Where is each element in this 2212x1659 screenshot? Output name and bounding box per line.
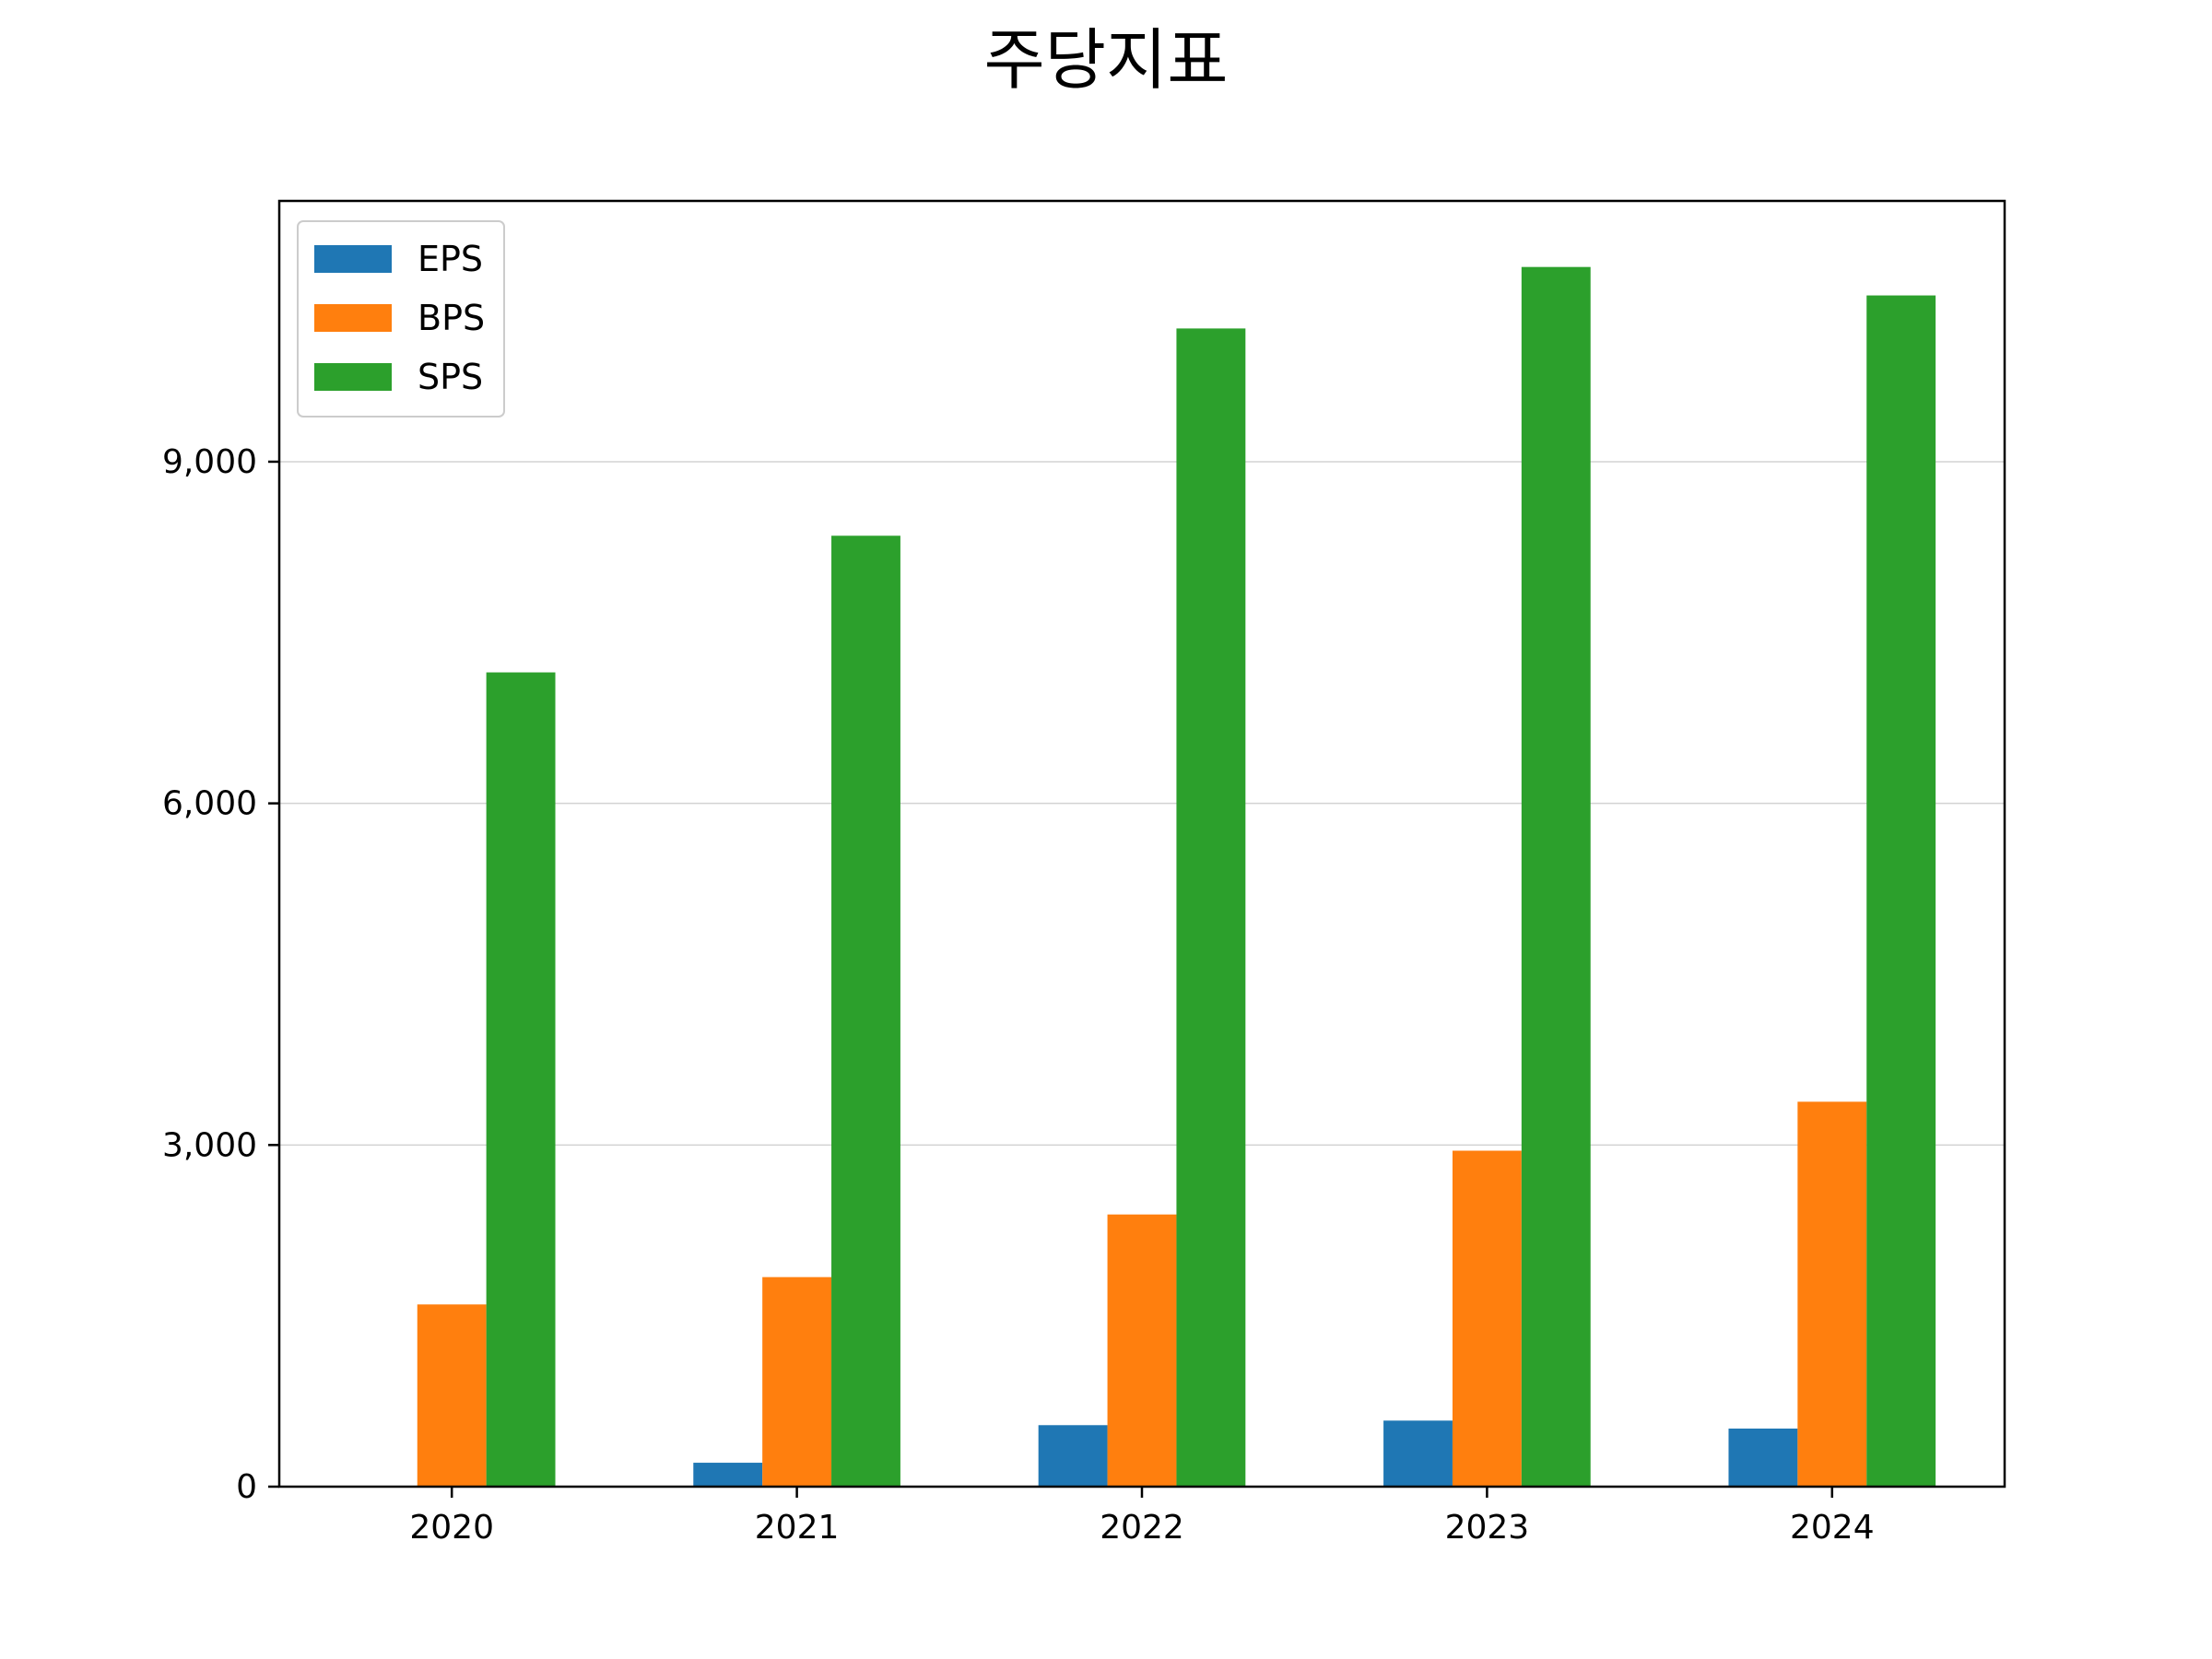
bar-sps-2020 [486,672,556,1487]
bar-bps-2021 [762,1277,832,1487]
x-tick-label: 2024 [1790,1509,1875,1547]
bar-sps-2022 [1176,328,1246,1487]
bars [417,266,1936,1488]
y-tick-label: 6,000 [162,785,257,823]
chart-title: 주당지표 [984,21,1229,99]
bar-eps-2021 [693,1463,763,1487]
bar-sps-2023 [1521,266,1591,1488]
bar-bps-2023 [1452,1150,1522,1487]
legend-label-bps: BPS [418,298,485,338]
bar-sps-2021 [831,535,900,1488]
legend-swatch-sps [314,363,392,391]
legend-label-eps: EPS [418,239,483,279]
x-tick-label: 2023 [1445,1509,1530,1547]
y-axis-ticks: 0 3,000 6,000 9,000 [162,443,279,1506]
legend-swatch-eps [314,245,392,273]
x-tick-label: 2022 [1100,1509,1184,1547]
bar-bps-2020 [417,1304,487,1487]
bar-sps-2024 [1866,295,1936,1487]
y-gridlines [279,461,2005,1147]
x-axis-ticks: 2020 2021 2022 2023 2024 [409,1487,1875,1547]
legend-label-sps: SPS [418,357,483,397]
y-tick-label: 0 [236,1468,257,1506]
bar-eps-2023 [1383,1420,1453,1487]
legend-swatch-bps [314,304,392,332]
x-tick-label: 2021 [755,1509,840,1547]
y-tick-label: 9,000 [162,443,257,481]
x-tick-label: 2020 [409,1509,494,1547]
bar-bps-2024 [1797,1101,1867,1487]
legend: EPS BPS SPS [297,220,505,418]
y-tick-label: 3,000 [162,1126,257,1164]
bar-eps-2022 [1038,1425,1108,1487]
bar-bps-2022 [1107,1214,1177,1487]
bar-eps-2024 [1728,1428,1798,1487]
